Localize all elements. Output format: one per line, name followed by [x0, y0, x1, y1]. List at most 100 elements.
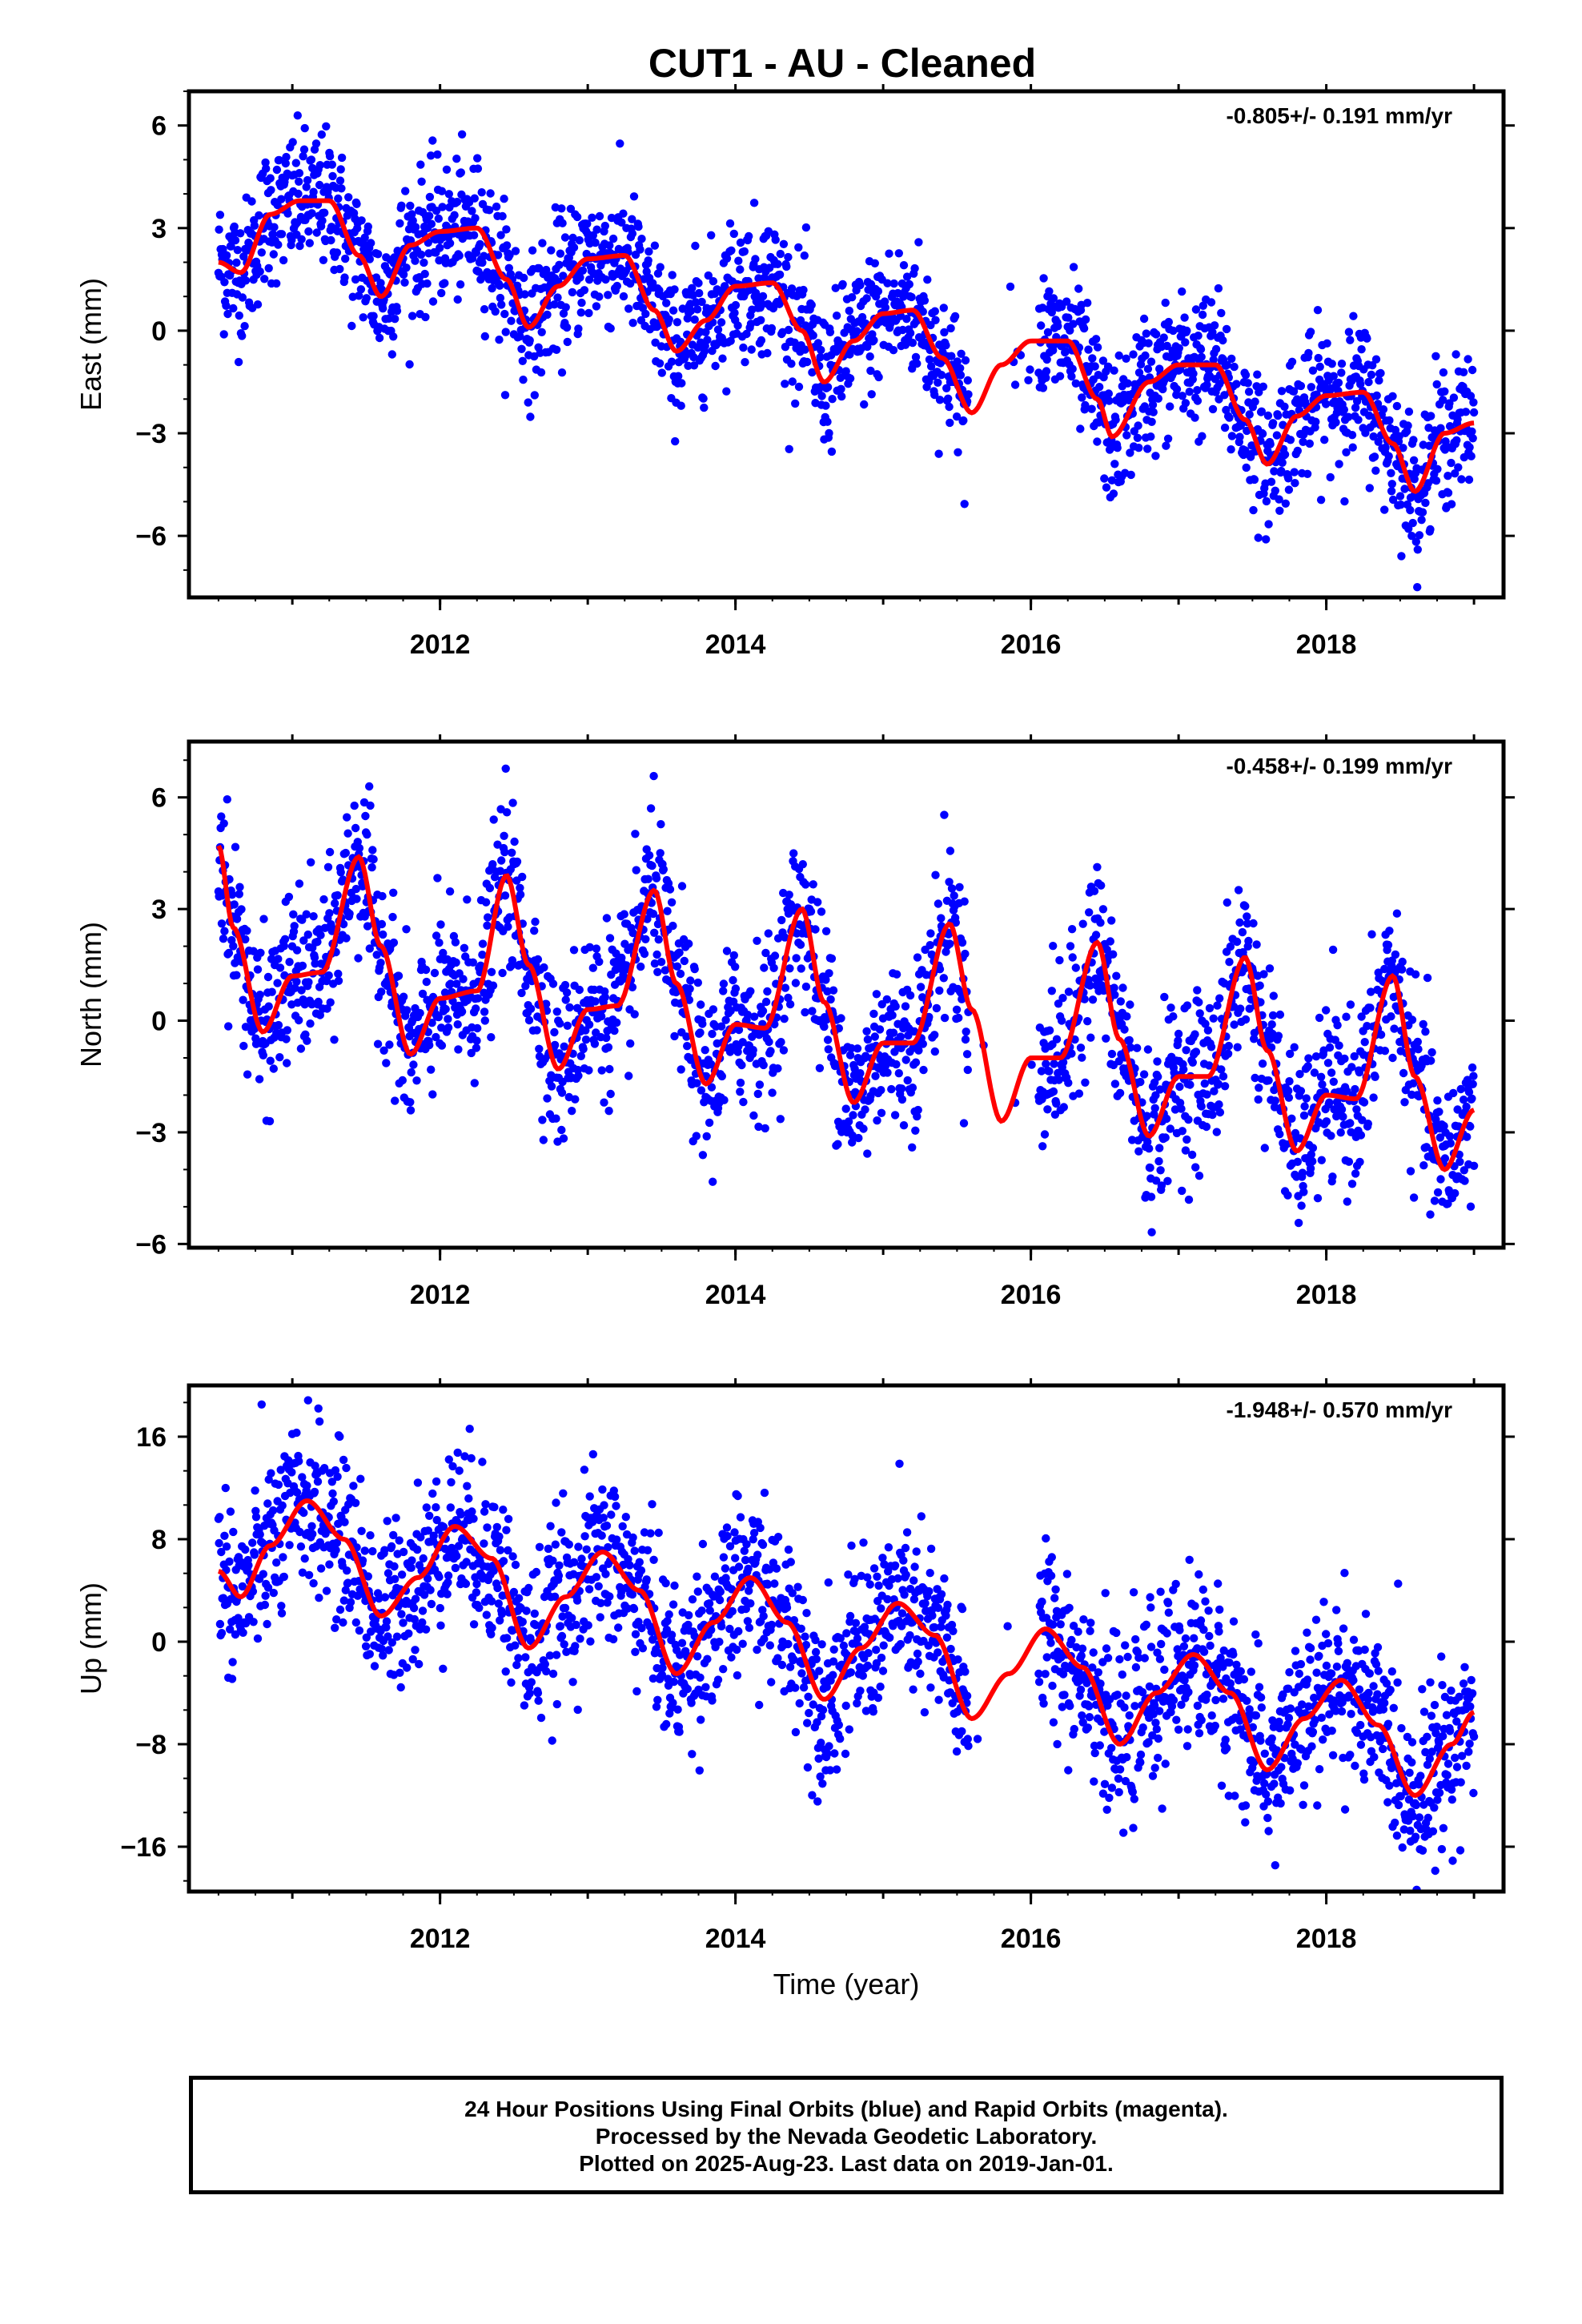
data-point — [1043, 1105, 1052, 1114]
data-point — [808, 368, 817, 377]
data-point — [1388, 1053, 1397, 1063]
data-point — [1110, 460, 1119, 468]
data-point — [576, 1051, 585, 1061]
data-point — [669, 306, 678, 315]
data-point — [644, 850, 654, 860]
data-point — [892, 1059, 901, 1069]
data-point — [272, 279, 281, 288]
data-point — [600, 993, 609, 1002]
data-point — [1040, 1130, 1050, 1139]
data-point — [538, 239, 547, 247]
data-point — [548, 979, 558, 988]
data-point — [1337, 368, 1346, 377]
data-point — [339, 919, 348, 929]
data-point — [1446, 1139, 1456, 1148]
data-point — [477, 188, 486, 197]
data-point — [777, 1038, 785, 1047]
y-tick-label: −6 — [135, 521, 167, 552]
data-point — [956, 371, 966, 380]
data-point — [1049, 294, 1058, 303]
data-point — [439, 1522, 448, 1531]
data-point — [708, 1029, 717, 1039]
data-point — [327, 160, 336, 169]
data-point — [1371, 466, 1380, 475]
data-point — [1109, 950, 1118, 959]
data-point — [763, 348, 772, 358]
data-point — [881, 303, 890, 312]
data-point — [600, 221, 609, 231]
data-point — [420, 269, 429, 279]
data-point — [294, 189, 303, 199]
data-point — [312, 228, 321, 237]
data-point — [342, 1463, 351, 1473]
data-point — [453, 295, 462, 304]
data-point — [644, 256, 652, 265]
data-point — [942, 947, 950, 956]
data-point — [332, 248, 342, 257]
data-point — [331, 899, 339, 908]
data-point — [731, 300, 741, 310]
data-point — [1209, 1014, 1218, 1023]
data-point — [1210, 321, 1219, 330]
data-point — [626, 1039, 635, 1048]
data-point — [407, 1068, 416, 1077]
data-point — [569, 243, 579, 252]
data-point — [355, 1626, 364, 1635]
data-point — [492, 202, 501, 211]
data-point — [422, 1503, 431, 1512]
data-point — [343, 813, 351, 822]
data-point — [785, 444, 793, 453]
data-point — [1103, 362, 1113, 371]
data-point — [813, 898, 822, 907]
data-point — [773, 1064, 782, 1073]
data-point — [1291, 479, 1299, 488]
data-point — [500, 309, 509, 319]
data-point — [753, 936, 761, 946]
data-point — [328, 171, 337, 181]
data-point — [616, 139, 624, 148]
data-point — [1421, 498, 1430, 508]
data-point — [417, 177, 426, 186]
data-point — [680, 956, 689, 966]
data-point — [1328, 1172, 1337, 1181]
data-point — [512, 857, 522, 866]
data-point — [1116, 997, 1126, 1006]
data-point — [376, 279, 385, 287]
data-point — [525, 336, 534, 345]
data-point — [1076, 1043, 1086, 1052]
data-point — [436, 1603, 444, 1613]
rate-label: -0.458+/- 0.199 mm/yr — [1226, 754, 1452, 778]
data-point — [1251, 397, 1259, 406]
data-point — [717, 1072, 726, 1081]
data-point — [1241, 446, 1250, 455]
data-point — [435, 1573, 444, 1582]
data-point — [425, 211, 434, 220]
data-point — [930, 1047, 940, 1056]
data-point — [1454, 463, 1463, 472]
data-point — [341, 1586, 350, 1594]
data-point — [1314, 353, 1323, 363]
data-point — [405, 360, 414, 369]
data-point — [617, 218, 626, 227]
data-point — [388, 912, 397, 922]
data-point — [699, 394, 708, 403]
data-point — [913, 359, 921, 368]
data-point — [370, 1662, 379, 1671]
data-point — [902, 315, 911, 324]
data-point — [759, 1060, 768, 1070]
data-point — [315, 180, 324, 190]
data-point — [1113, 444, 1122, 452]
data-point — [366, 1531, 375, 1540]
data-point — [1102, 483, 1111, 492]
data-point — [300, 1554, 309, 1563]
data-point — [309, 1578, 318, 1588]
y-axis-label: North (mm) — [74, 922, 107, 1068]
data-point — [1090, 887, 1099, 895]
data-point — [733, 321, 742, 330]
data-point — [1188, 1058, 1198, 1068]
data-point — [1284, 474, 1293, 483]
data-point — [376, 959, 385, 967]
data-point — [1407, 1015, 1417, 1024]
data-point — [720, 1096, 729, 1104]
data-point — [1236, 1004, 1245, 1013]
